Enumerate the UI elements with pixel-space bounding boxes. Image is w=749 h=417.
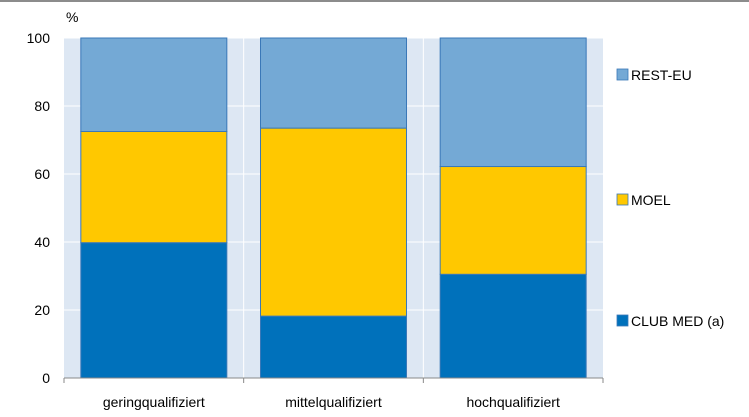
y-unit-label: %: [66, 9, 78, 25]
legend: REST-EU MOEL CLUB MED (a): [616, 67, 724, 329]
bar-segment: [80, 37, 228, 132]
bar-segment: [439, 166, 587, 275]
y-tick-label: 40: [34, 234, 50, 250]
legend-label: REST-EU: [631, 67, 692, 83]
bar-segment: [80, 242, 228, 379]
y-tick-label: 60: [34, 166, 50, 182]
bar-segment: [439, 37, 587, 168]
legend-swatch: [616, 314, 629, 327]
legend-label: MOEL: [631, 192, 671, 208]
bar-segment: [439, 273, 587, 379]
bar-segment: [260, 127, 407, 317]
bar-segment: [260, 37, 407, 129]
legend-swatch: [616, 193, 629, 206]
x-tick-label: mittelqualifiziert: [285, 394, 382, 410]
legend-label: CLUB MED (a): [631, 313, 724, 329]
y-tick-label: 20: [34, 302, 50, 318]
x-tick-label: hochqualifiziert: [466, 394, 559, 410]
bar-segment: [80, 131, 228, 244]
y-tick-label: 0: [42, 370, 50, 386]
legend-swatch: [616, 68, 629, 81]
y-tick-label: 100: [27, 30, 51, 46]
x-tick-label: geringqualifiziert: [103, 394, 205, 410]
y-tick-label: 80: [34, 98, 50, 114]
plot-area: 0 20 40 60 80 100 geringqualifiziert mittelqual…: [27, 30, 604, 410]
bar-segment: [260, 315, 407, 379]
